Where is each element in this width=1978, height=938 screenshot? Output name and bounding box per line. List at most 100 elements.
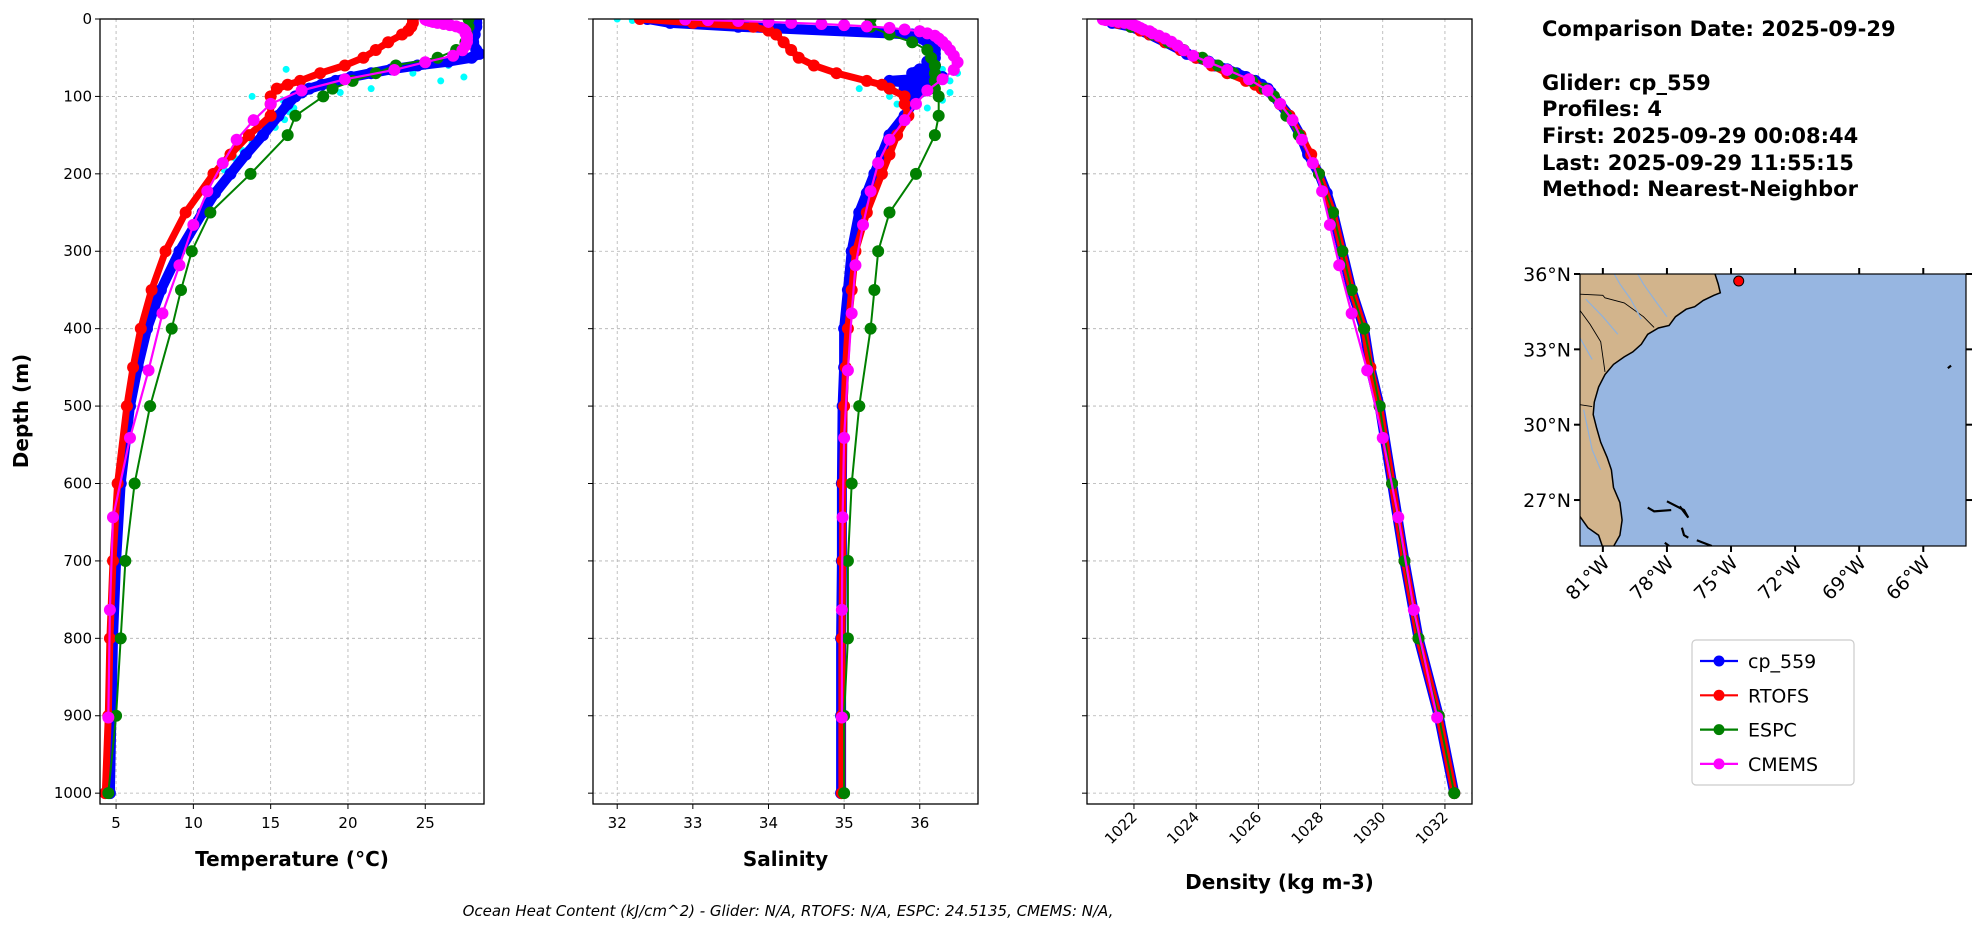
data-point xyxy=(860,20,873,33)
data-point xyxy=(134,322,147,335)
data-point xyxy=(883,133,896,146)
info-line: Method: Nearest-Neighbor xyxy=(1542,177,1859,201)
data-point xyxy=(785,19,798,29)
data-point xyxy=(898,23,911,36)
x-axis-label: Salinity xyxy=(743,847,828,871)
data-point xyxy=(114,632,127,645)
data-point xyxy=(1202,56,1215,69)
glider-raw-point xyxy=(946,89,954,97)
glider-raw-point xyxy=(248,92,256,100)
x-tick-label: 5 xyxy=(111,814,121,832)
y-tick-label: 100 xyxy=(63,87,92,105)
data-point xyxy=(860,74,873,87)
data-point xyxy=(1358,322,1371,335)
y-tick-label: 0 xyxy=(82,10,92,28)
data-point xyxy=(849,259,862,272)
glider-raw-point xyxy=(613,19,621,23)
data-point xyxy=(419,56,432,69)
data-point xyxy=(154,283,167,296)
lon-tick-label: 69°W xyxy=(1818,552,1871,605)
data-point xyxy=(127,361,140,374)
data-point xyxy=(835,711,848,724)
y-tick-label: 600 xyxy=(63,474,92,492)
river xyxy=(1585,298,1619,335)
data-point xyxy=(875,167,888,180)
data-point xyxy=(102,787,115,800)
data-point xyxy=(838,400,851,413)
data-point xyxy=(838,787,851,800)
island xyxy=(1647,506,1672,513)
data-point xyxy=(792,51,805,64)
legend-label: CMEMS xyxy=(1748,754,1818,776)
glider-raw-point xyxy=(409,69,417,77)
y-tick-label: 300 xyxy=(63,242,92,260)
lat-tick-label: 33°N xyxy=(1523,339,1571,361)
data-point xyxy=(119,554,132,567)
data-layer xyxy=(100,19,484,800)
x-tick-label: 20 xyxy=(338,814,357,832)
x-tick-label: 35 xyxy=(835,814,854,832)
data-point xyxy=(898,114,911,127)
data-point xyxy=(909,167,922,180)
y-tick-label: 800 xyxy=(63,629,92,647)
data-point xyxy=(1295,133,1308,146)
data-point xyxy=(1187,49,1200,62)
data-point xyxy=(845,307,858,320)
legend-item-espc: ESPC xyxy=(1700,720,1797,742)
map-frame xyxy=(1579,273,1967,547)
data-point xyxy=(247,114,260,127)
y-tick-label: 200 xyxy=(63,165,92,183)
series-cmems xyxy=(1096,19,1444,724)
data-point xyxy=(932,90,945,103)
glider-raw-point xyxy=(336,89,344,97)
data-point xyxy=(289,109,302,122)
data-point xyxy=(1407,603,1420,616)
data-point xyxy=(142,364,155,377)
legend: cp_559 RTOFS ESPC CMEMS xyxy=(1691,639,1855,786)
data-point xyxy=(883,206,896,219)
data-point xyxy=(701,19,714,27)
legend-marker-icon xyxy=(1713,655,1725,667)
data-point xyxy=(357,51,370,64)
glider-raw-point xyxy=(886,92,894,100)
data-point xyxy=(838,431,851,444)
data-point xyxy=(947,63,960,76)
legend-label: RTOFS xyxy=(1748,685,1809,707)
river xyxy=(1613,274,1642,320)
x-tick-label: 34 xyxy=(759,814,778,832)
x-tick-label: 15 xyxy=(261,814,280,832)
data-point xyxy=(845,477,858,490)
data-point xyxy=(830,67,843,80)
data-point xyxy=(388,63,401,76)
axes-frame xyxy=(592,18,979,805)
data-point xyxy=(815,19,828,30)
ocean-heat-content-caption: Ocean Heat Content (kJ/cm^2) - Glider: N… xyxy=(463,902,1114,920)
y-tick-label: 900 xyxy=(63,707,92,725)
data-point xyxy=(883,82,896,95)
info-text-block: Comparison Date: 2025-09-29 Glider: cp_55… xyxy=(1542,17,1896,201)
data-point xyxy=(1336,245,1349,258)
legend-label: cp_559 xyxy=(1748,651,1816,673)
data-point xyxy=(314,67,327,80)
data-point xyxy=(921,84,934,97)
data-point xyxy=(841,632,854,645)
location-map: 36°N 33°N 30°N 27°N 81°W 78°W 75°W 72°W 69°W 66°W xyxy=(1523,264,1972,605)
lon-tick-label: 72°W xyxy=(1754,552,1807,605)
data-point xyxy=(187,218,200,231)
data-point xyxy=(294,74,307,87)
data-point xyxy=(872,157,885,170)
data-point xyxy=(807,59,820,72)
glider-raw-point xyxy=(938,65,946,73)
data-point xyxy=(465,51,478,64)
data-point xyxy=(679,19,692,26)
data-point xyxy=(762,19,775,28)
glider-raw-point xyxy=(282,65,290,73)
data-point xyxy=(1345,283,1358,296)
data-point xyxy=(835,603,848,616)
series-line xyxy=(1111,19,1456,795)
data-point xyxy=(845,283,858,296)
data-point xyxy=(456,44,469,57)
glider-location-marker xyxy=(1733,275,1745,287)
data-point xyxy=(1431,711,1444,724)
data-point xyxy=(338,59,351,72)
